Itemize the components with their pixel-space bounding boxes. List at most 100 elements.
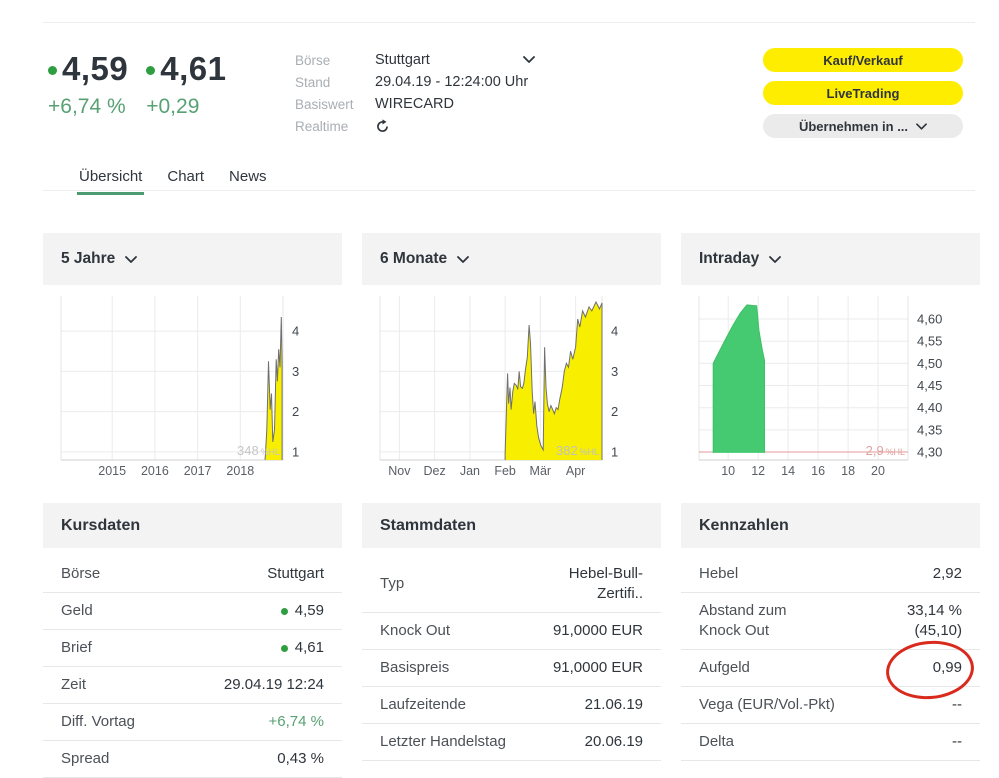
chart-box: 10 12 14 16 18 20 4,60 4,55 4,50 4,45 4,40 4,35 4,30… bbox=[681, 290, 980, 487]
table-panel-kursdaten: Kursdaten Börse Stuttgart Geld 4,59 Brief 4,61… bbox=[43, 503, 342, 778]
table-panel-kennzahlen: Kennzahlen Hebel 2,92 Abstand zum Knock Out… bbox=[681, 503, 980, 778]
svg-text:18: 18 bbox=[841, 464, 855, 478]
svg-text:1: 1 bbox=[611, 444, 618, 459]
chart-period-dropdown-intraday[interactable]: Intraday bbox=[681, 233, 980, 285]
row-value: 2,92 bbox=[933, 564, 962, 584]
svg-text:Nov: Nov bbox=[388, 464, 411, 478]
panel-title: Intraday bbox=[699, 250, 760, 267]
row-value-text: 33,14 % (45,10) bbox=[906, 602, 962, 639]
tab-bersicht[interactable]: Übersicht bbox=[77, 168, 145, 195]
row-label: Brief bbox=[61, 639, 92, 656]
svg-text:2017: 2017 bbox=[184, 464, 212, 478]
row-value: 91,0000 EUR bbox=[553, 658, 643, 678]
chart-canvas-intraday: 10 12 14 16 18 20 4,60 4,55 4,50 4,45 4,40 4,35 4,30… bbox=[698, 296, 942, 478]
svg-text:10: 10 bbox=[721, 464, 735, 478]
row-value: 0,43 % bbox=[277, 749, 324, 769]
row-label: Letzter Handelstag bbox=[380, 733, 506, 750]
row-value-text: 91,0000 EUR bbox=[552, 659, 643, 676]
chart-canvas-6-monate: Nov Dez Jan Feb Mär Apr 1 2 3 4 382 %HL bbox=[379, 296, 618, 478]
row-value-text: -- bbox=[952, 733, 962, 750]
svg-text:4,55: 4,55 bbox=[917, 334, 942, 349]
row-value: 33,14 % (45,10) bbox=[907, 601, 962, 641]
kauf-verkauf-button[interactable]: Kauf/Verkauf bbox=[763, 48, 963, 72]
button-label: Übernehmen in ... bbox=[798, 118, 909, 134]
row-label: Delta bbox=[699, 733, 735, 750]
row-value-text: Stuttgart bbox=[267, 565, 324, 582]
tab-news[interactable]: News bbox=[229, 168, 267, 185]
chart-panel-6-monate: 6 Monate Nov Dez Jan Feb Mär Apr 1 2 3 4 382 %HL bbox=[362, 233, 661, 487]
chart-box: Nov Dez Jan Feb Mär Apr 1 2 3 4 382 %HL bbox=[362, 290, 661, 487]
table-rows: Hebel 2,92 Abstand zum Knock Out 33,14 % (4… bbox=[681, 556, 980, 761]
row-value-text: 91,0000 EUR bbox=[552, 622, 643, 639]
bid-status-dot bbox=[48, 66, 57, 75]
svg-text:348 %HL: 348 %HL bbox=[237, 443, 280, 458]
info-value-basiswert: WIRECARD bbox=[375, 94, 528, 115]
panel-title: Kursdaten bbox=[61, 516, 141, 534]
svg-text:1: 1 bbox=[292, 444, 299, 459]
bernehmen-in-button[interactable]: Übernehmen in ... bbox=[763, 114, 963, 138]
row-value-text: 20.06.19 bbox=[584, 733, 643, 750]
row-label: Knock Out bbox=[380, 622, 451, 639]
table-row-aufgeld: Aufgeld 0,99 bbox=[681, 650, 980, 687]
svg-text:Feb: Feb bbox=[494, 464, 516, 478]
svg-text:14: 14 bbox=[781, 464, 795, 478]
chevron-down-icon bbox=[125, 255, 138, 263]
row-value-text: 21.06.19 bbox=[584, 696, 643, 713]
svg-text:4,50: 4,50 bbox=[917, 356, 942, 371]
info-label-b-rse: Börse bbox=[295, 53, 331, 68]
row-value: -- bbox=[952, 695, 962, 715]
row-label: Abstand zum Knock Out bbox=[699, 602, 787, 639]
svg-text:382 %HL: 382 %HL bbox=[556, 443, 599, 458]
svg-text:4: 4 bbox=[292, 324, 299, 339]
info-label-realtime: Realtime bbox=[295, 119, 349, 134]
row-value: 91,0000 EUR bbox=[553, 621, 643, 641]
row-label: Typ bbox=[380, 575, 405, 592]
svg-text:4,45: 4,45 bbox=[917, 378, 942, 393]
table-rows: Typ Hebel-Bull- Zertifi.. Knock Out 91,0000… bbox=[362, 556, 661, 761]
chart-period-dropdown-5-jahre[interactable]: 5 Jahre bbox=[43, 233, 342, 285]
svg-text:2016: 2016 bbox=[141, 464, 169, 478]
svg-text:2,9 %HL: 2,9 %HL bbox=[866, 443, 905, 458]
table-row-typ: Typ Hebel-Bull- Zertifi.. bbox=[362, 556, 661, 613]
refresh-icon[interactable] bbox=[375, 119, 390, 134]
table-row-vega-eur-vol-pkt: Vega (EUR/Vol.-Pkt) -- bbox=[681, 687, 980, 724]
table-row-zeit: Zeit 29.04.19 12:24 bbox=[43, 667, 342, 704]
row-label: Aufgeld bbox=[699, 659, 750, 676]
bid-value: 4,59 bbox=[62, 50, 129, 87]
panel-title: Stammdaten bbox=[380, 516, 477, 534]
row-label: Zeit bbox=[61, 676, 87, 693]
table-row-knock-out: Knock Out 91,0000 EUR bbox=[362, 613, 661, 650]
svg-text:Apr: Apr bbox=[566, 464, 585, 478]
chevron-down-icon[interactable] bbox=[523, 56, 535, 63]
bid-price: 4,59 bbox=[48, 50, 128, 88]
info-value-b-rse[interactable]: Stuttgart bbox=[375, 50, 535, 71]
svg-text:4,30: 4,30 bbox=[917, 445, 942, 460]
button-label: Kauf/Verkauf bbox=[823, 52, 903, 68]
tab-chart[interactable]: Chart bbox=[167, 168, 205, 185]
chart-box: 2015 2016 2017 2018 1 2 3 4 348 %HL bbox=[43, 290, 342, 487]
table-row-spread: Spread 0,43 % bbox=[43, 741, 342, 778]
tabs-divider bbox=[43, 190, 975, 191]
info-text: 29.04.19 - 12:24:00 Uhr bbox=[375, 74, 529, 90]
chart-period-dropdown-6-monate[interactable]: 6 Monate bbox=[362, 233, 661, 285]
svg-text:2: 2 bbox=[292, 404, 299, 419]
row-label: Diff. Vortag bbox=[61, 713, 135, 730]
svg-text:16: 16 bbox=[811, 464, 825, 478]
table-row-letzter-handelstag: Letzter Handelstag 20.06.19 bbox=[362, 724, 661, 761]
chart-canvas-5-jahre: 2015 2016 2017 2018 1 2 3 4 348 %HL bbox=[60, 296, 299, 478]
quote-status-dot bbox=[280, 607, 288, 615]
chevron-down-icon bbox=[916, 122, 927, 130]
row-value-text: 29.04.19 12:24 bbox=[223, 676, 324, 693]
livetrading-button[interactable]: LiveTrading bbox=[763, 81, 963, 105]
top-divider bbox=[43, 22, 975, 23]
svg-text:Jan: Jan bbox=[460, 464, 480, 478]
table-row-delta: Delta -- bbox=[681, 724, 980, 761]
row-value-text: 2,92 bbox=[932, 565, 962, 582]
svg-text:Dez: Dez bbox=[423, 464, 445, 478]
row-label: Geld bbox=[61, 602, 93, 619]
row-value-text: 4,61 bbox=[294, 639, 324, 656]
info-label-stand: Stand bbox=[295, 75, 331, 90]
row-label: Spread bbox=[61, 750, 110, 767]
table-row-abstand-zum-knock-out: Abstand zum Knock Out 33,14 % (45,10) bbox=[681, 593, 980, 650]
svg-text:4: 4 bbox=[611, 324, 618, 339]
